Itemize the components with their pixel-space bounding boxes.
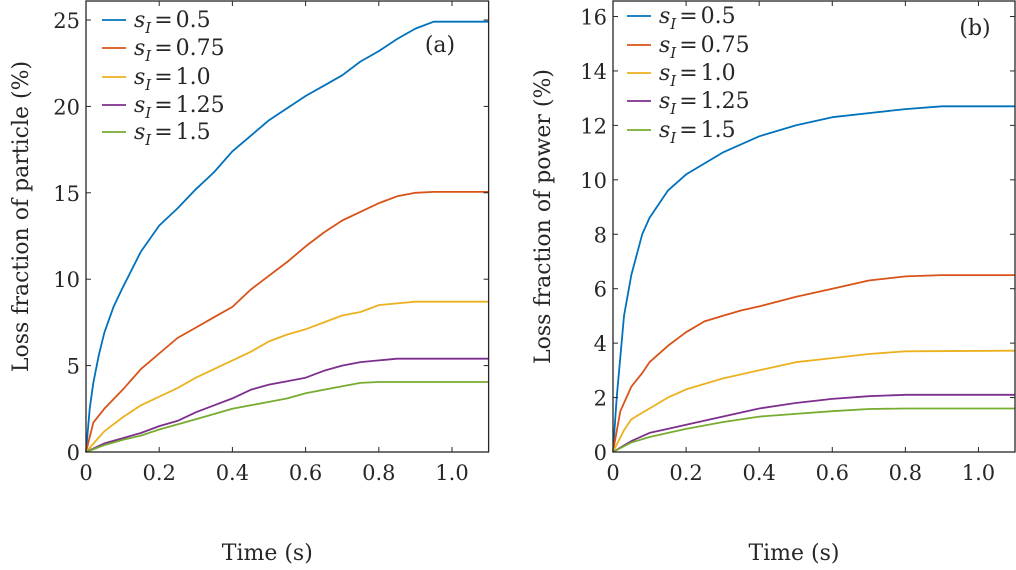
legend-item: sI = 0.5 <box>627 4 736 33</box>
x-tick-label: 0.6 <box>816 461 849 485</box>
series-line-0-5 <box>612 105 1015 453</box>
x-tick-label: 0.8 <box>889 461 922 485</box>
legend-label: sI = 1.0 <box>134 65 211 94</box>
x-tick-label: 0.2 <box>142 461 175 485</box>
chart-panel-b: 0 0.2 0.4 0.6 0.8 1.0 0 2 4 6 8 10 12 14 16 Time (s) Los… <box>531 0 1016 566</box>
series-line-0-75 <box>85 190 489 453</box>
legend-label: sI = 1.25 <box>659 89 750 118</box>
series-line-1-0 <box>612 349 1016 453</box>
x-tick-label: 0 <box>606 461 619 485</box>
y-tick-label: 0 <box>594 441 607 465</box>
legend-item: sI = 1.0 <box>627 61 736 90</box>
legend-label: sI = 0.5 <box>134 8 211 37</box>
x-tick-label: 0.4 <box>216 461 249 485</box>
x-axis-label: Time (s) <box>748 541 839 566</box>
y-tick-label: 5 <box>67 355 80 379</box>
x-axis-label: Time (s) <box>222 541 313 566</box>
legend-label: sI = 1.0 <box>659 61 736 90</box>
series-line-1-25 <box>85 357 489 453</box>
legend-label: sI = 1.5 <box>659 118 736 147</box>
axes-box <box>612 0 1016 453</box>
series-line-1-25 <box>612 393 1015 453</box>
series-line-0-75 <box>612 274 1015 453</box>
y-tick-label: 4 <box>594 332 607 356</box>
series-line-1-5 <box>85 381 489 453</box>
x-tick-label: 1.0 <box>435 461 468 485</box>
legend-label: sI = 0.75 <box>659 33 750 62</box>
legend-item: sI = 1.25 <box>627 89 750 118</box>
legend-label: sI = 1.5 <box>134 120 211 149</box>
panel-label: (b) <box>959 16 990 41</box>
chart-panel-a: 0 0.2 0.4 0.6 0.8 1.0 0 5 10 15 20 25 Time (s) Loss f… <box>9 0 490 566</box>
legend-item: sI = 0.75 <box>102 36 225 65</box>
y-tick-label: 10 <box>53 268 80 292</box>
x-tick-label: 0.4 <box>742 461 775 485</box>
y-tick-label: 20 <box>53 95 80 119</box>
y-tick-label: 8 <box>594 223 607 247</box>
legend-item: sI = 0.5 <box>102 8 211 37</box>
legend-item: sI = 0.75 <box>627 33 750 62</box>
series-line-1-5 <box>612 407 1015 453</box>
axes-box <box>85 0 490 453</box>
y-axis-label: Loss fraction of particle (%) <box>9 61 34 372</box>
x-tick-label: 0.2 <box>669 461 702 485</box>
legend-label: sI = 0.5 <box>659 4 736 33</box>
x-tick-label: 1.0 <box>962 461 995 485</box>
x-tick-label: 0 <box>79 461 92 485</box>
legend-item: sI = 1.0 <box>102 65 211 94</box>
legend-label: sI = 0.75 <box>134 36 225 65</box>
y-tick-label: 25 <box>53 9 80 33</box>
y-tick-label: 14 <box>580 60 607 84</box>
y-tick-label: 12 <box>580 114 607 138</box>
y-tick-label: 2 <box>594 387 607 411</box>
legend-item: sI = 1.5 <box>102 120 211 149</box>
y-axis-label: Loss fraction of power (%) <box>531 69 556 364</box>
y-tick-label: 6 <box>594 278 607 302</box>
series-line-1-0 <box>85 300 489 453</box>
y-tick-label: 15 <box>53 182 80 206</box>
y-tick-label: 10 <box>580 169 607 193</box>
y-tick-label: 16 <box>580 6 607 30</box>
legend-item: sI = 1.5 <box>627 118 736 147</box>
x-tick-label: 0.6 <box>289 461 322 485</box>
series-line-0-5 <box>85 20 489 453</box>
legend-label: sI = 1.25 <box>134 93 225 122</box>
legend-item: sI = 1.25 <box>102 93 225 122</box>
y-tick-label: 0 <box>67 441 80 465</box>
x-tick-label: 0.8 <box>362 461 395 485</box>
panel-label: (a) <box>425 33 455 58</box>
